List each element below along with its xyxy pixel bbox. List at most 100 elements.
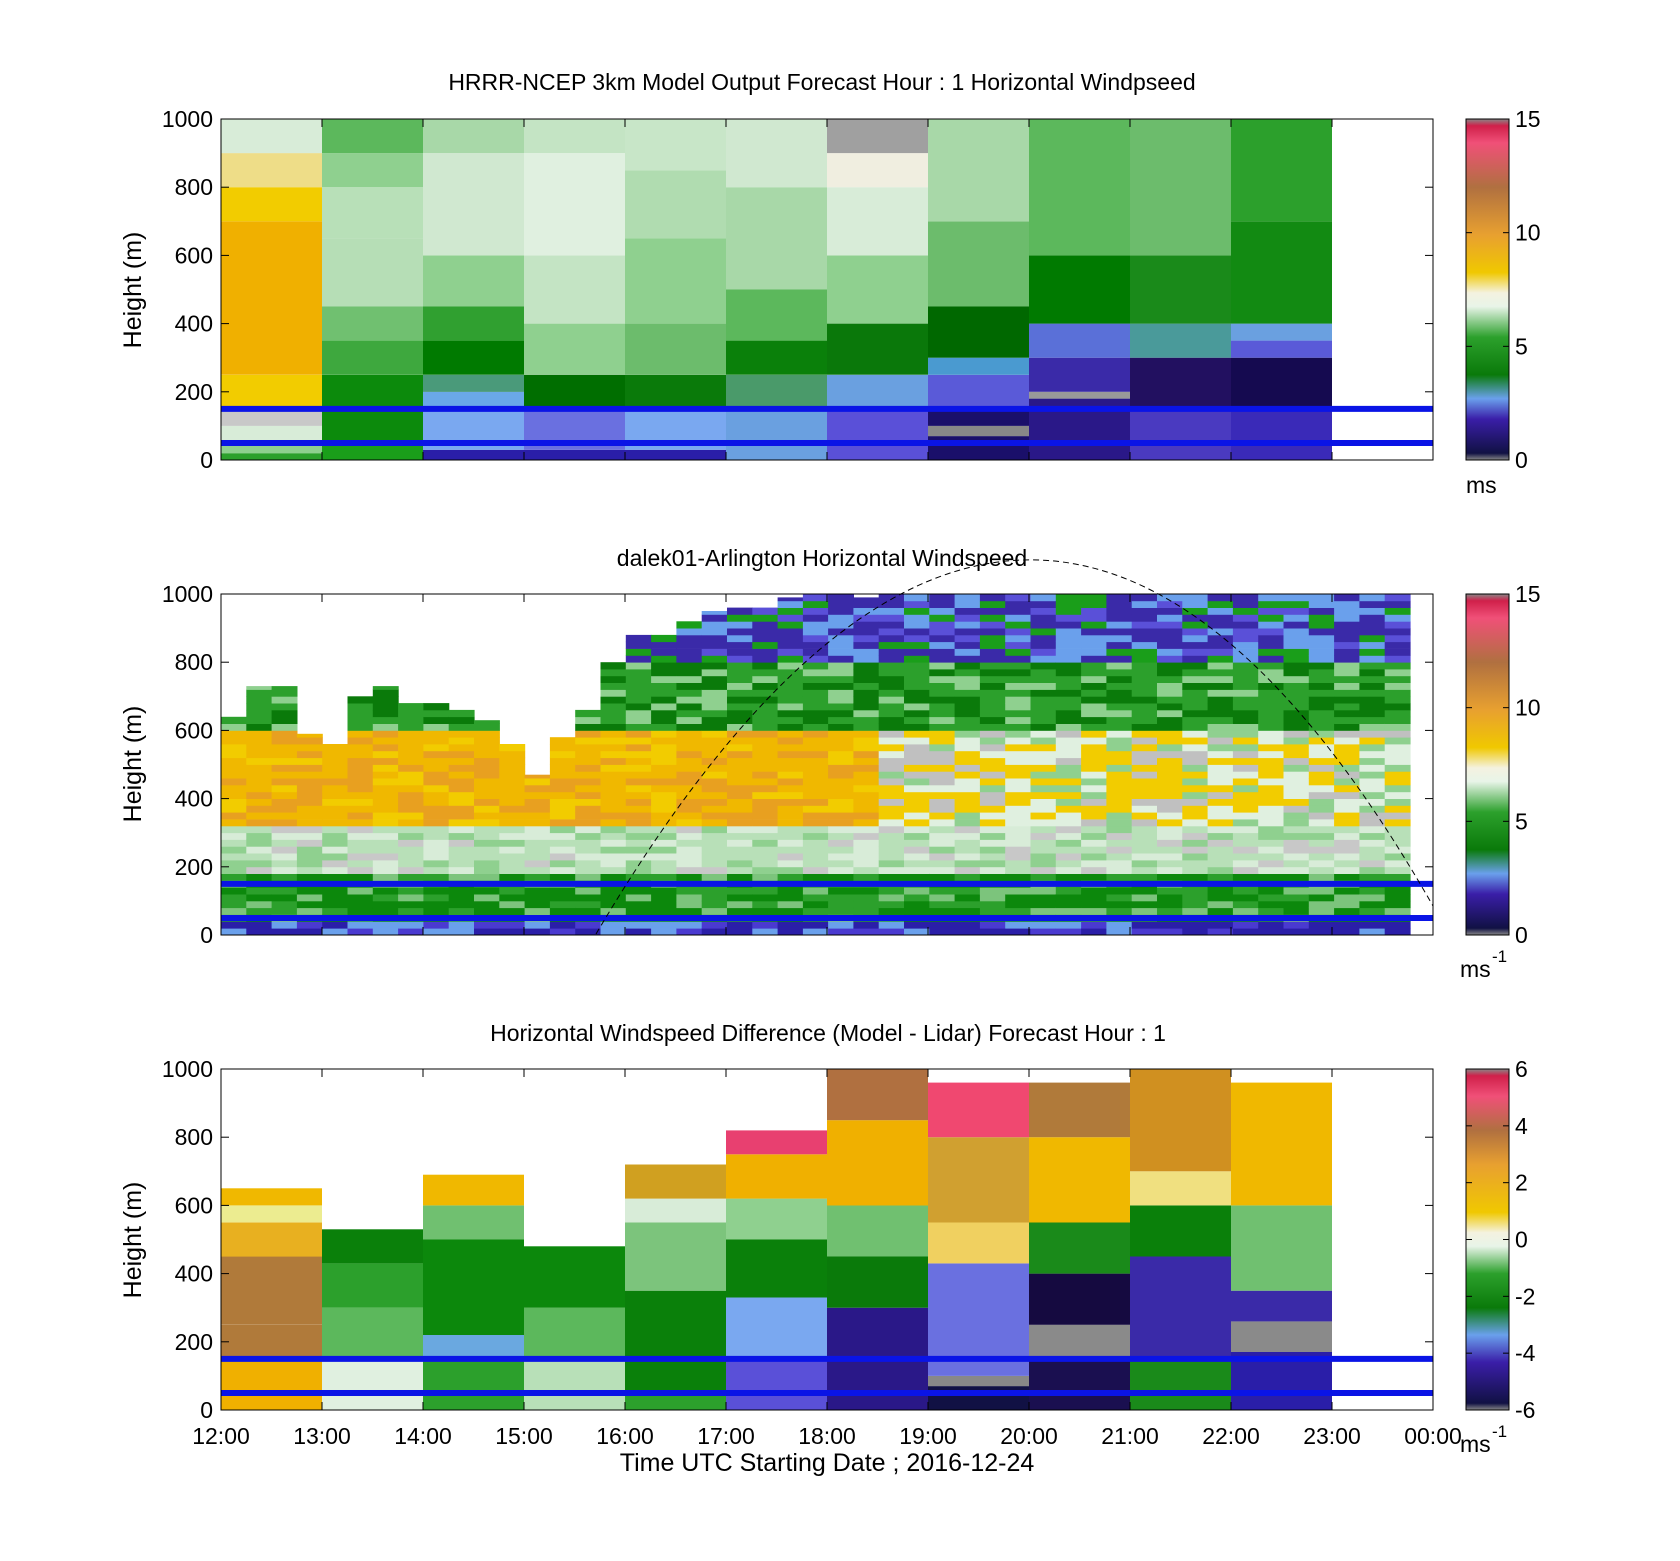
heatmap-cell: [752, 621, 779, 629]
y-tick-label: 800: [175, 174, 213, 200]
heatmap-cell: [878, 682, 905, 690]
heatmap-cell: [271, 900, 298, 909]
heatmap-cell: [904, 764, 930, 772]
heatmap-cell: [878, 662, 905, 670]
heatmap-cell: [499, 764, 526, 772]
heatmap-cell: [954, 709, 981, 718]
heatmap-cell: [651, 723, 677, 731]
heatmap-cell: [625, 757, 652, 765]
heatmap-cell: [1005, 744, 1032, 752]
heatmap-cell: [1106, 744, 1133, 752]
heatmap-cell: [878, 921, 905, 929]
heatmap-cell: [625, 737, 652, 745]
heatmap-cell: [549, 846, 576, 854]
heatmap-cell: [828, 839, 854, 847]
heatmap-cell: [1232, 866, 1259, 874]
heatmap-cell: [1359, 812, 1386, 820]
heatmap-cell: [701, 853, 728, 861]
heatmap-cell: [499, 907, 526, 915]
heatmap-cell: [904, 928, 930, 936]
heatmap-cell: [853, 860, 880, 868]
heatmap-cell: [828, 750, 854, 759]
heatmap-cell: [802, 628, 829, 636]
heatmap-cell: [398, 723, 424, 731]
heatmap-cell: [676, 709, 703, 718]
heatmap-cell: [928, 119, 1029, 222]
heatmap-cell: [1334, 819, 1360, 827]
heatmap-cell: [448, 825, 475, 834]
heatmap-cell: [979, 696, 1006, 704]
heatmap-cell: [271, 744, 298, 752]
heatmap-cell: [625, 675, 652, 683]
heatmap-cell: [1359, 832, 1386, 840]
heatmap-cell: [1334, 737, 1360, 745]
heatmap-cell: [701, 648, 728, 656]
heatmap-cell: [1005, 737, 1032, 745]
heatmap-cell: [448, 921, 475, 929]
heatmap-cell: [398, 846, 424, 854]
heatmap-cell: [676, 812, 703, 820]
heatmap-cell: [1207, 669, 1234, 677]
heatmap-cell: [1055, 757, 1082, 765]
heatmap-cell: [1334, 614, 1360, 622]
heatmap-cell: [1232, 682, 1259, 690]
heatmap-cell: [1334, 839, 1360, 847]
heatmap-cell: [701, 750, 728, 759]
heatmap-cell: [1106, 723, 1133, 731]
heatmap-cell: [1106, 846, 1133, 854]
heatmap-cell: [448, 716, 475, 724]
heatmap-cell: [499, 900, 526, 909]
panel-title: HRRR-NCEP 3km Model Output Forecast Hour…: [448, 69, 1195, 95]
heatmap-cell: [448, 860, 475, 868]
heatmap-cell: [575, 907, 602, 915]
heatmap-cell: [1207, 819, 1234, 827]
heatmap-cell: [828, 866, 854, 874]
heatmap-cell: [752, 675, 779, 683]
heatmap-cell: [1207, 709, 1234, 718]
heatmap-cell: [1308, 703, 1335, 711]
heatmap-cell: [372, 689, 399, 697]
heatmap-cell: [1207, 716, 1234, 724]
heatmap-cell: [600, 805, 627, 813]
heatmap-cell: [347, 832, 374, 840]
heatmap-cell: [221, 853, 247, 861]
heatmap-cell: [1055, 662, 1082, 670]
x-tick-label: 15:00: [495, 1423, 553, 1449]
heatmap-cell: [904, 750, 930, 759]
heatmap-cell: [1131, 798, 1158, 806]
heatmap-cell: [1157, 778, 1183, 786]
colorbar-tick-label: -6: [1515, 1397, 1535, 1423]
heatmap-cell: [1283, 621, 1310, 629]
heatmap-cell: [1157, 641, 1183, 649]
heatmap-cell: [448, 791, 475, 799]
colorbar-tick-label: 5: [1515, 808, 1528, 834]
heatmap-cell: [1106, 737, 1133, 745]
heatmap-cell: [1231, 408, 1332, 460]
heatmap-cell: [221, 750, 247, 759]
heatmap-cell: [398, 832, 424, 840]
heatmap-cell: [1131, 689, 1158, 697]
heatmap-cell: [423, 1358, 524, 1410]
heatmap-cell: [701, 723, 728, 731]
heatmap-cell: [1258, 750, 1285, 759]
heatmap-cell: [1232, 675, 1259, 683]
heatmap-cell: [423, 1239, 524, 1335]
heatmap-cell: [954, 655, 981, 663]
heatmap-cell: [1308, 832, 1335, 840]
heatmap-cell: [904, 771, 930, 779]
heatmap-cell: [1384, 860, 1411, 868]
heatmap-cell: [904, 866, 930, 874]
heatmap-cell: [651, 805, 677, 813]
heatmap-cell: [1055, 703, 1082, 711]
heatmap-cell: [423, 449, 524, 460]
heatmap-cell: [954, 703, 981, 711]
heatmap-cell: [1384, 675, 1411, 683]
heatmap-cell: [1258, 785, 1285, 793]
heatmap-cell: [372, 696, 399, 704]
heatmap-cell: [1055, 894, 1082, 902]
heatmap-cell: [1055, 607, 1082, 615]
heatmap-cell: [727, 628, 753, 636]
heatmap-cell: [802, 689, 829, 697]
heatmap-cell: [221, 887, 247, 895]
heatmap-cell: [1359, 662, 1386, 670]
